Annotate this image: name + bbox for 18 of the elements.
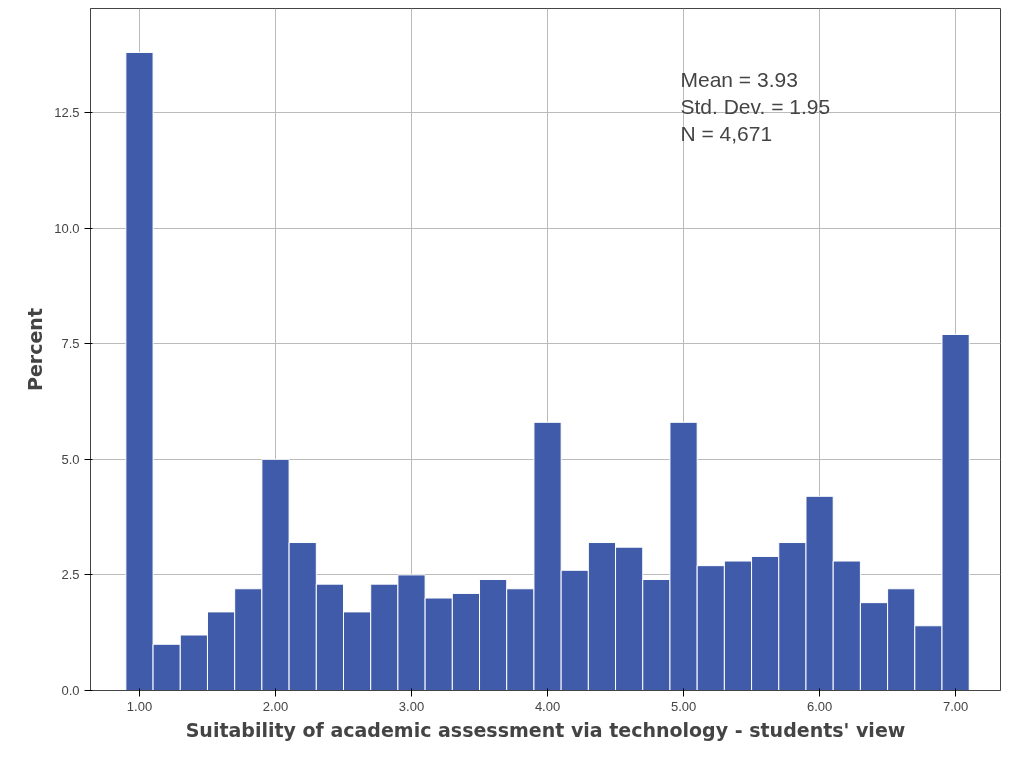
y-tick-label: 2.5: [61, 567, 80, 583]
x-tick-label: 1.00: [126, 698, 153, 714]
x-tick-label: 4.00: [534, 698, 561, 714]
x-tick-label: 5.00: [670, 698, 697, 714]
y-tick-label: 0.0: [61, 683, 80, 698]
y-tick-label: 12.5: [54, 105, 80, 121]
x-tick-label: 3.00: [398, 698, 425, 714]
x-tick-label: 2.00: [262, 698, 289, 714]
y-tick-label: 5.0: [61, 451, 80, 467]
annotation: N = 4,671: [680, 121, 773, 145]
y-axis-title: Percent: [24, 308, 47, 391]
y-tick-label: 10.0: [54, 220, 80, 236]
x-axis-title: Suitability of academic assessment via technology - students' view: [185, 718, 906, 741]
x-tick-label: 7.00: [942, 698, 969, 714]
y-tick-label: 7.5: [61, 336, 80, 352]
annotation: Mean = 3.93: [680, 67, 798, 91]
x-tick-label: 6.00: [806, 698, 833, 714]
annotation: Std. Dev. = 1.95: [680, 94, 831, 118]
